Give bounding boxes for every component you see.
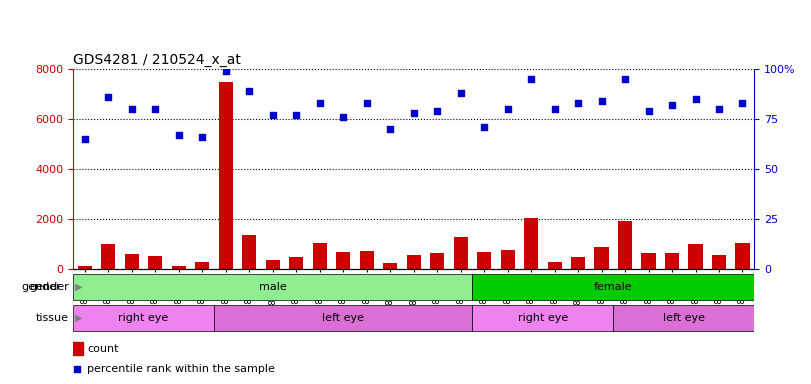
Bar — [172, 266, 186, 269]
Point — [266, 112, 279, 118]
Bar — [312, 243, 327, 269]
Bar — [547, 262, 561, 269]
Point — [306, 284, 319, 290]
Point — [219, 68, 232, 74]
Point — [478, 124, 491, 130]
Point — [195, 134, 208, 140]
Text: left eye: left eye — [663, 313, 705, 323]
Point — [619, 76, 632, 82]
Point — [78, 136, 91, 142]
Text: ▶: ▶ — [72, 313, 83, 323]
Point — [313, 100, 326, 106]
FancyBboxPatch shape — [73, 305, 214, 331]
Bar — [195, 262, 209, 269]
Bar — [618, 221, 632, 269]
Point — [172, 132, 185, 138]
Point — [384, 126, 397, 132]
Bar — [689, 244, 702, 269]
Point — [501, 106, 514, 112]
Point — [431, 108, 444, 114]
FancyBboxPatch shape — [214, 305, 472, 331]
Bar — [101, 244, 115, 269]
Point — [548, 106, 561, 112]
Text: left eye: left eye — [322, 313, 364, 323]
Bar — [289, 257, 303, 269]
Bar — [594, 247, 608, 269]
Text: percentile rank within the sample: percentile rank within the sample — [87, 364, 275, 374]
Bar — [242, 235, 256, 269]
Text: GDS4281 / 210524_x_at: GDS4281 / 210524_x_at — [73, 53, 241, 67]
Point — [407, 110, 420, 116]
Text: ▶: ▶ — [72, 282, 83, 292]
Point — [713, 106, 726, 112]
Text: male: male — [259, 282, 286, 292]
Point — [242, 88, 255, 94]
FancyBboxPatch shape — [472, 305, 613, 331]
Point — [337, 114, 350, 120]
Point — [454, 90, 467, 96]
Bar — [336, 252, 350, 269]
Point — [101, 94, 114, 100]
Bar — [266, 260, 280, 269]
Bar — [78, 266, 92, 269]
FancyBboxPatch shape — [73, 274, 472, 300]
Point — [642, 108, 655, 114]
Bar — [500, 250, 515, 269]
Bar — [477, 252, 491, 269]
Text: gender: gender — [29, 282, 69, 292]
Bar — [406, 255, 421, 269]
FancyBboxPatch shape — [613, 305, 754, 331]
Point — [572, 100, 585, 106]
Bar — [359, 252, 374, 269]
Text: right eye: right eye — [517, 313, 568, 323]
Bar — [571, 257, 585, 269]
Point — [290, 112, 303, 118]
Bar — [73, 342, 83, 355]
Bar — [430, 253, 444, 269]
Text: gender: gender — [22, 282, 62, 292]
Point — [736, 100, 749, 106]
Point — [360, 100, 373, 106]
Bar — [383, 263, 397, 269]
Text: tissue: tissue — [36, 313, 69, 323]
Text: female: female — [594, 282, 633, 292]
Point — [125, 106, 138, 112]
Point — [525, 76, 538, 82]
Bar — [642, 253, 655, 269]
FancyBboxPatch shape — [472, 274, 754, 300]
Point — [595, 98, 608, 104]
Bar — [524, 218, 539, 269]
Bar — [219, 82, 233, 269]
Point — [148, 106, 161, 112]
Text: right eye: right eye — [118, 313, 169, 323]
Text: count: count — [87, 344, 118, 354]
Bar — [736, 243, 749, 269]
Bar — [665, 253, 679, 269]
Point — [666, 102, 679, 108]
Bar — [453, 237, 468, 269]
Bar — [148, 256, 162, 269]
Bar — [125, 254, 139, 269]
Bar — [712, 255, 726, 269]
Point — [689, 96, 702, 102]
